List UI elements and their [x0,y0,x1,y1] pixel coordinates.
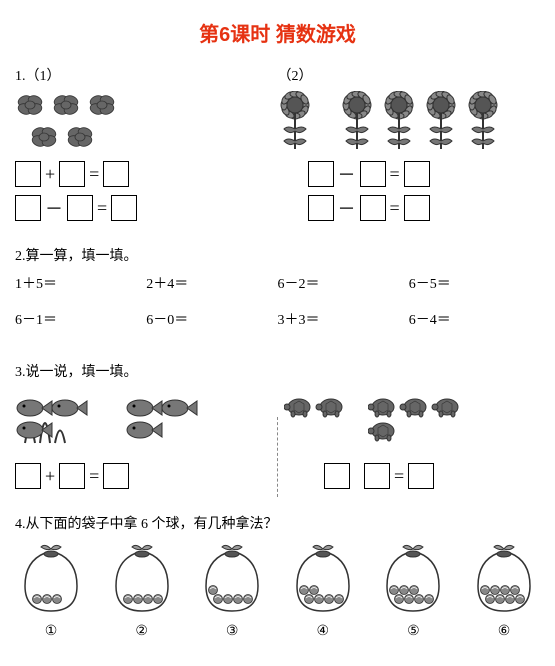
calc-item: 6－4＝ [409,309,540,329]
blank-box[interactable] [364,463,390,489]
calc-item: 6－2＝ [278,273,409,293]
q1-p1-images [15,91,278,151]
q1-p1-eq2: － = [15,195,278,221]
fish-group-icon [125,393,215,453]
plus-sign: + [45,466,55,487]
minus-sign: － [45,195,63,221]
bag-column: ⑤ [377,541,449,640]
equals-sign: = [390,164,400,185]
question-1: 1.（1） + = － = （2） － [15,65,540,229]
bag-label: ② [106,623,178,640]
calc-item: 3＋3＝ [278,309,409,329]
fish-group-icon [15,393,115,453]
bag-icon [468,541,540,619]
sunflower-icon [278,91,312,151]
q3-left: + = [15,389,271,497]
question-3: 3.说一说，填一填。 + = = [15,361,540,497]
blank-box[interactable] [111,195,137,221]
minus-sign: － [338,161,356,187]
q1-p2-images [278,91,541,151]
q1-part1: 1.（1） + = － = [15,65,278,229]
q1-p2-eq1: － = [308,161,541,187]
q2-items: 1＋5＝2＋4＝6－2＝6－5＝ 6－1＝6－0＝3＋3＝6－4＝ [15,273,540,345]
bag-label: ① [15,623,87,640]
blank-box[interactable] [15,463,41,489]
q4-bags: ① ② ③ ④ ⑤ ⑥ [15,541,540,640]
q1-part2: （2） － = － = [278,65,541,229]
leaf-icon [51,91,81,119]
sunflower-icon [466,91,500,151]
blank-box[interactable] [308,161,334,187]
bag-label: ⑥ [468,623,540,640]
equals-sign: = [89,466,99,487]
equals-sign: = [394,466,404,487]
blank-box[interactable] [15,195,41,221]
equals-sign: = [89,164,99,185]
plus-sign: + [45,164,55,185]
blank-box[interactable] [360,195,386,221]
divider [277,417,278,497]
bag-icon [15,541,87,619]
question-4: 4.从下面的袋子中拿 6 个球，有几种拿法？ ① ② ③ ④ ⑤ ⑥ [15,513,540,640]
bag-icon [196,541,268,619]
calc-item: 1＋5＝ [15,273,146,293]
bag-icon [287,541,359,619]
q4-prompt: 4.从下面的袋子中拿 6 个球，有几种拿法？ [15,513,540,533]
equals-sign: = [390,198,400,219]
blank-box[interactable] [360,161,386,187]
leaf-icon [15,91,45,119]
q3-left-eq: + = [15,463,271,489]
leaf-icon [87,91,117,119]
bag-column: ④ [287,541,359,640]
bag-column: ① [15,541,87,640]
q3-fish-images [15,393,271,453]
blank-box[interactable] [408,463,434,489]
q1-p2-eq2: － = [308,195,541,221]
blank-box[interactable] [103,161,129,187]
bag-icon [377,541,449,619]
blank-box[interactable] [308,195,334,221]
calc-item: 2＋4＝ [146,273,277,293]
bag-column: ② [106,541,178,640]
bag-icon [106,541,178,619]
q1-p1-eq1: + = [15,161,278,187]
minus-sign: － [338,195,356,221]
q1-num: 1. [15,69,26,84]
bag-column: ③ [196,541,268,640]
calc-item: 6－1＝ [15,309,146,329]
q1-p2-label: （2） [278,65,541,85]
q3-turtle-images [284,395,540,453]
blank-box[interactable] [404,161,430,187]
bag-column: ⑥ [468,541,540,640]
sunflower-icon [382,91,416,151]
q3-right-eq: = [324,463,540,489]
blank-box[interactable] [324,463,350,489]
q3-prompt: 3.说一说，填一填。 [15,361,540,381]
q2-prompt: 2.算一算，填一填。 [15,245,540,265]
calc-item: 6－5＝ [409,273,540,293]
leaf-icon [29,123,59,151]
blank-box[interactable] [59,463,85,489]
turtle-group-icon [284,395,358,453]
blank-box[interactable] [59,161,85,187]
calc-item: 6－0＝ [146,309,277,329]
blank-box[interactable] [15,161,41,187]
question-2: 2.算一算，填一填。 1＋5＝2＋4＝6－2＝6－5＝ 6－1＝6－0＝3＋3＝6… [15,245,540,345]
q1-p1-label: （1） [26,69,61,84]
sunflower-icon [424,91,458,151]
blank-box[interactable] [103,463,129,489]
blank-box[interactable] [404,195,430,221]
equals-sign: = [97,198,107,219]
turtle-group-icon [368,395,474,453]
bag-label: ③ [196,623,268,640]
leaf-icon [65,123,95,151]
sunflower-icon [340,91,374,151]
page-title: 第6课时 猜数游戏 [15,18,540,47]
bag-label: ⑤ [377,623,449,640]
blank-box[interactable] [67,195,93,221]
bag-label: ④ [287,623,359,640]
q3-right: = [284,391,540,497]
